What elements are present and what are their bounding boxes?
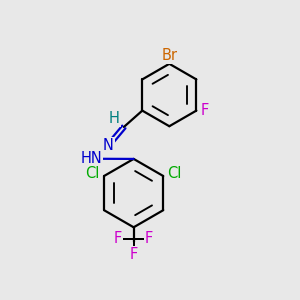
Text: H: H: [109, 111, 120, 126]
Text: F: F: [145, 231, 153, 246]
Text: Cl: Cl: [167, 166, 182, 181]
Text: F: F: [200, 103, 209, 118]
Text: F: F: [130, 248, 138, 262]
Text: Cl: Cl: [85, 166, 100, 181]
Text: N: N: [103, 138, 114, 153]
Text: Br: Br: [161, 48, 177, 63]
Text: HN: HN: [80, 151, 102, 166]
Text: F: F: [114, 231, 122, 246]
